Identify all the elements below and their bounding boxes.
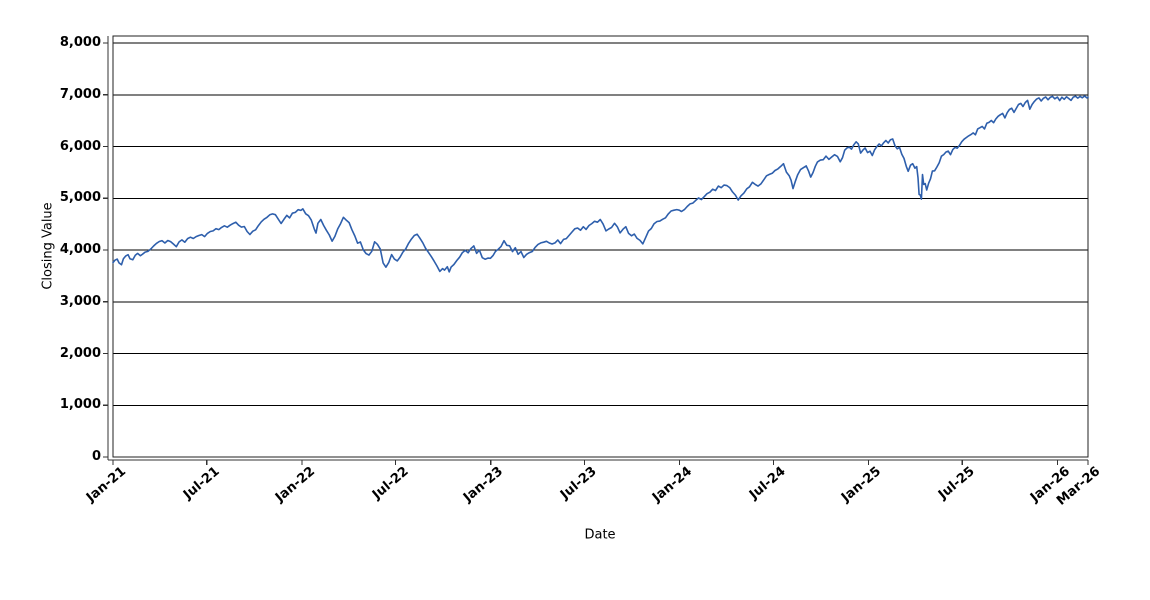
plot-border bbox=[112, 35, 1089, 458]
x-axis-title: Date bbox=[584, 527, 616, 543]
series-line-closing-value bbox=[112, 95, 1089, 273]
y-tick-label: 7,000 bbox=[59, 86, 101, 102]
y-tick-label: 1,000 bbox=[59, 397, 101, 413]
y-tick-label: 0 bbox=[91, 449, 101, 464]
y-tick-label: 3,000 bbox=[59, 293, 101, 309]
y-tick-label: 8,000 bbox=[59, 35, 101, 50]
y-tick-label: 5,000 bbox=[59, 190, 101, 206]
y-tick-label: 4,000 bbox=[59, 242, 101, 257]
y-tick-label: 6,000 bbox=[59, 138, 101, 154]
y-tick-label: 2,000 bbox=[59, 345, 101, 361]
